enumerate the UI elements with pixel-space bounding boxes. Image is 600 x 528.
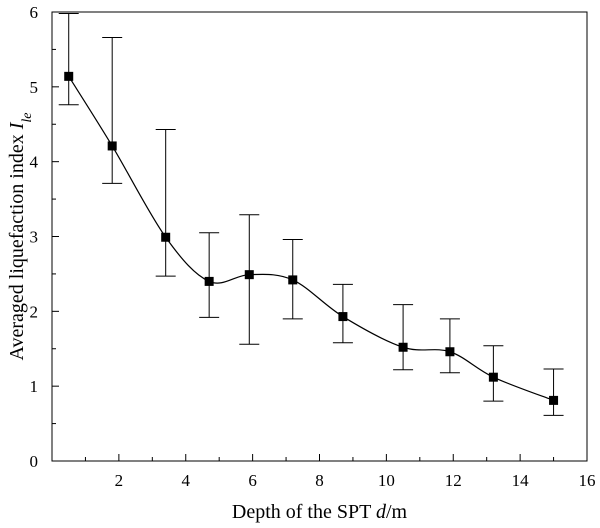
y-tick-label: 4 bbox=[30, 153, 39, 172]
x-tick-label: 14 bbox=[512, 471, 530, 490]
data-point bbox=[288, 275, 298, 285]
data-point bbox=[398, 342, 408, 352]
y-tick-label: 3 bbox=[30, 228, 39, 247]
data-point bbox=[161, 232, 171, 242]
data-point bbox=[64, 71, 74, 81]
plot-frame bbox=[51, 11, 588, 462]
x-axis-label: Depth of the SPT d/m bbox=[232, 501, 408, 523]
data-point bbox=[445, 347, 455, 357]
data-point bbox=[244, 270, 254, 280]
error-bars bbox=[58, 12, 564, 416]
x-tick-label: 16 bbox=[579, 471, 596, 490]
x-tick-label: 8 bbox=[315, 471, 324, 490]
data-point bbox=[338, 312, 348, 322]
y-tick-label: 1 bbox=[30, 377, 39, 396]
x-tick-label: 2 bbox=[115, 471, 124, 490]
y-tick-label: 2 bbox=[30, 302, 39, 321]
data-point bbox=[204, 276, 214, 286]
data-markers bbox=[64, 71, 559, 405]
y-tick-label: 5 bbox=[30, 78, 39, 97]
y-tick-label: 6 bbox=[30, 3, 39, 22]
x-tick-label: 10 bbox=[378, 471, 395, 490]
y-axis-label: Averaged liquefaction index Ile bbox=[6, 113, 35, 361]
x-tick-label: 4 bbox=[182, 471, 191, 490]
y-tick-label: 0 bbox=[30, 452, 39, 471]
data-point bbox=[549, 395, 559, 405]
axis-ticks bbox=[52, 48, 555, 461]
data-point bbox=[488, 372, 498, 382]
x-tick-label: 12 bbox=[445, 471, 462, 490]
fitted-curve bbox=[68, 76, 554, 401]
data-point bbox=[107, 141, 117, 151]
x-tick-label: 6 bbox=[248, 471, 257, 490]
